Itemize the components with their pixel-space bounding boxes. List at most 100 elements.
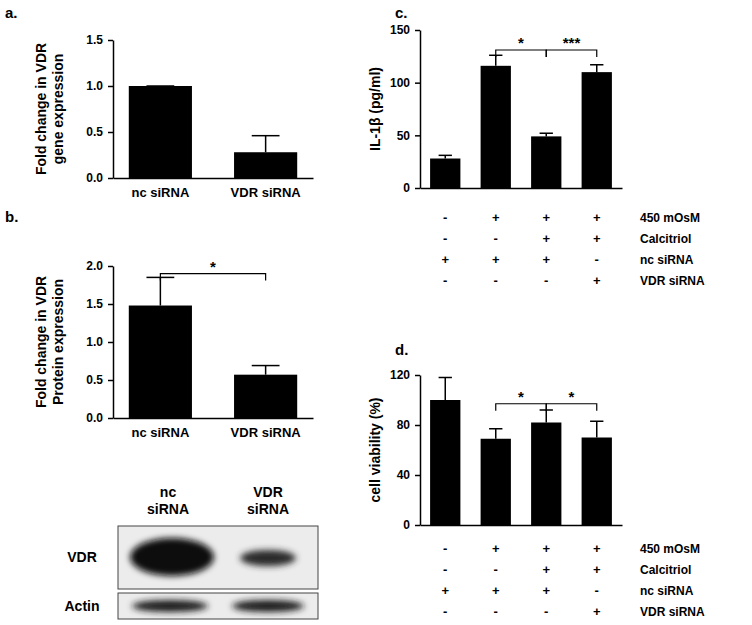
tick: 0.0 bbox=[86, 171, 113, 185]
condition-sign: + bbox=[492, 252, 500, 267]
condition-sign: - bbox=[443, 541, 447, 556]
bar bbox=[129, 306, 192, 418]
panel: 0.00.51.01.5nc siRNAVDR siRNAFold change… bbox=[5, 4, 314, 200]
tick-mark bbox=[415, 135, 420, 137]
condition-label: VDR siRNA bbox=[640, 605, 705, 619]
tick: 1.0 bbox=[86, 79, 113, 93]
error-stem bbox=[265, 366, 267, 375]
tick-label: nc siRNA bbox=[131, 425, 189, 440]
error-cap bbox=[590, 64, 603, 66]
tick-label: nc siRNA bbox=[131, 185, 189, 200]
y-axis: 0 50 100 150 bbox=[390, 23, 421, 195]
tick-mark bbox=[415, 425, 420, 427]
condition-label: 450 mOsM bbox=[640, 542, 700, 556]
tick: 150 bbox=[390, 23, 420, 37]
condition-sign: + bbox=[441, 583, 449, 598]
condition-sign: + bbox=[492, 210, 500, 225]
tick: nc siRNA bbox=[131, 185, 189, 200]
tick-mark bbox=[415, 82, 420, 84]
error-bar bbox=[489, 429, 502, 439]
bar bbox=[481, 66, 511, 188]
tick: 40 bbox=[397, 468, 420, 482]
panel-label: b. bbox=[5, 208, 18, 225]
condition-sign: - bbox=[494, 604, 498, 619]
tick-label: 100 bbox=[390, 76, 410, 90]
tick-mark bbox=[108, 380, 113, 382]
condition-sign: - bbox=[443, 604, 447, 619]
error-stem bbox=[596, 421, 598, 437]
plot-area bbox=[430, 55, 612, 188]
tick: nc siRNA bbox=[131, 425, 189, 440]
condition-sign: + bbox=[542, 562, 550, 577]
tick-label: 1.5 bbox=[86, 297, 103, 311]
tick-label: 0 bbox=[403, 181, 410, 195]
lane-label: siRNA bbox=[247, 501, 289, 517]
blot-band bbox=[240, 550, 296, 566]
tick: 50 bbox=[397, 129, 420, 143]
error-bar bbox=[146, 277, 174, 305]
y-axis: 0.00.51.01.5 bbox=[86, 33, 113, 185]
tick-mark bbox=[415, 525, 420, 527]
bar bbox=[129, 86, 192, 178]
y-axis: 0 40 80 120 bbox=[390, 368, 421, 532]
tick-mark bbox=[108, 86, 113, 88]
significance-label: * bbox=[210, 258, 216, 275]
condition-sign: + bbox=[593, 210, 601, 225]
tick-mark bbox=[108, 40, 113, 42]
condition-sign: + bbox=[542, 252, 550, 267]
y-axis-title: Protein expression bbox=[50, 279, 66, 405]
panel: 0.00.51.01.52.0nc siRNAVDR siRNAFold cha… bbox=[5, 208, 318, 619]
error-stem bbox=[596, 65, 598, 72]
error-bar bbox=[540, 133, 553, 136]
tick-label: 0 bbox=[403, 518, 410, 532]
error-cap bbox=[439, 155, 452, 157]
condition-sign: + bbox=[593, 604, 601, 619]
tick-label: 80 bbox=[397, 418, 411, 432]
bar bbox=[234, 375, 297, 418]
significance-bracket bbox=[546, 404, 597, 411]
condition-label: Calcitriol bbox=[640, 563, 691, 577]
error-bar bbox=[146, 86, 174, 87]
tick: 0.5 bbox=[86, 125, 113, 139]
error-cap bbox=[146, 85, 174, 87]
tick-mark bbox=[415, 30, 420, 32]
condition-sign: + bbox=[593, 562, 601, 577]
tick: VDR siRNA bbox=[231, 425, 302, 440]
tick-label: 0.5 bbox=[86, 373, 103, 387]
tick-mark bbox=[108, 132, 113, 134]
condition-sign: - bbox=[443, 562, 447, 577]
condition-label: VDR siRNA bbox=[640, 274, 705, 288]
bar bbox=[430, 159, 460, 188]
error-bar bbox=[439, 378, 452, 401]
tick-mark bbox=[108, 178, 113, 180]
axis-line bbox=[114, 178, 314, 180]
condition-sign: + bbox=[542, 541, 550, 556]
tick-mark bbox=[108, 266, 113, 268]
condition-sign: + bbox=[542, 583, 550, 598]
error-stem bbox=[546, 410, 548, 423]
blot-strip bbox=[118, 593, 318, 619]
tick: 80 bbox=[397, 418, 420, 432]
blot-band bbox=[132, 600, 208, 612]
axis-line bbox=[113, 41, 115, 179]
significance-label: * bbox=[569, 388, 575, 405]
significance-bracket bbox=[546, 50, 597, 57]
error-cap bbox=[252, 365, 280, 367]
error-cap bbox=[540, 132, 553, 134]
tick-label: 150 bbox=[390, 23, 410, 37]
condition-sign: - bbox=[443, 210, 447, 225]
bar bbox=[481, 439, 511, 525]
x-axis bbox=[421, 525, 623, 526]
western-blot: ncsiRNAVDRsiRNAVDRActin bbox=[65, 484, 319, 619]
bar bbox=[234, 152, 297, 178]
bar bbox=[582, 438, 612, 526]
condition-sign: - bbox=[443, 273, 447, 288]
tick-label: 120 bbox=[390, 368, 410, 382]
condition-sign: + bbox=[542, 231, 550, 246]
tick-label: 40 bbox=[397, 468, 411, 482]
error-bar bbox=[439, 155, 452, 158]
error-cap bbox=[439, 377, 452, 379]
lane-label: VDR bbox=[253, 484, 283, 500]
y-axis-title: Fold change in VDR bbox=[33, 43, 49, 175]
significance-label: * bbox=[518, 34, 524, 51]
